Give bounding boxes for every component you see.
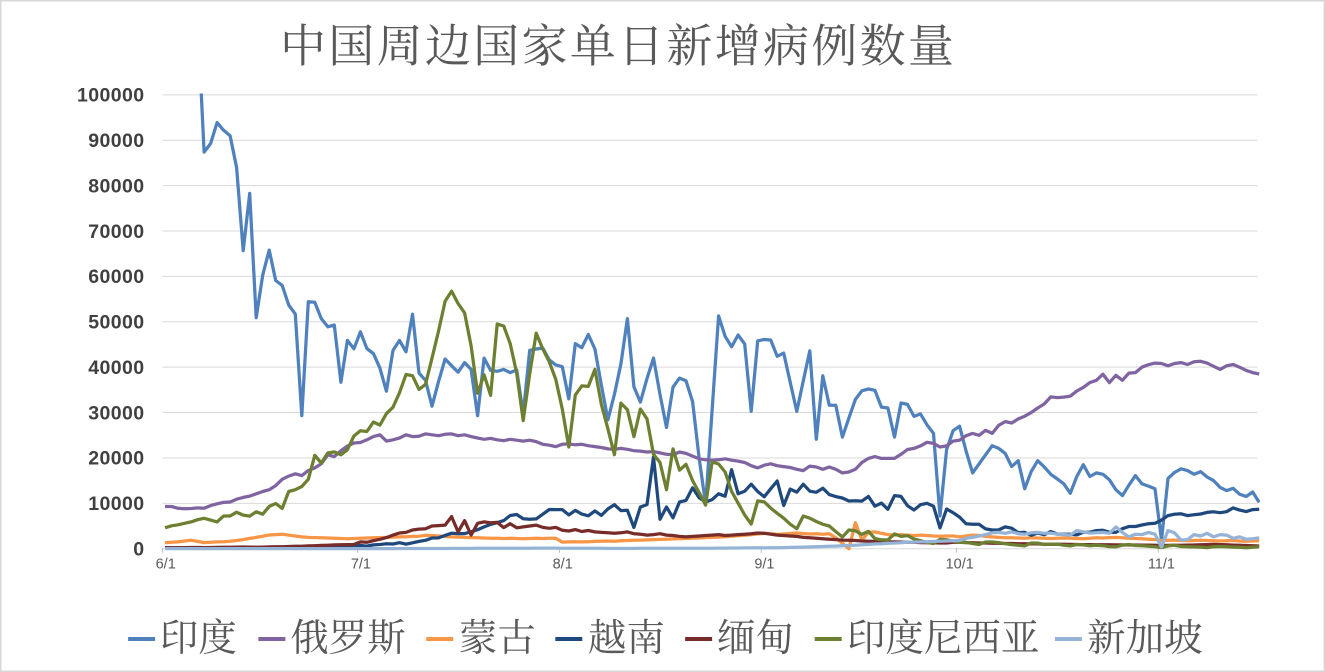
svg-text:0: 0 bbox=[133, 539, 144, 561]
svg-text:7/1: 7/1 bbox=[351, 557, 371, 573]
svg-text:100000: 100000 bbox=[77, 85, 144, 107]
svg-text:11/1: 11/1 bbox=[1148, 557, 1175, 573]
svg-text:8/1: 8/1 bbox=[553, 557, 573, 573]
svg-text:10000: 10000 bbox=[88, 493, 144, 515]
svg-text:30000: 30000 bbox=[88, 402, 144, 424]
svg-text:6/1: 6/1 bbox=[156, 557, 176, 573]
svg-text:70000: 70000 bbox=[88, 221, 144, 243]
svg-text:60000: 60000 bbox=[88, 266, 144, 288]
svg-text:10/1: 10/1 bbox=[946, 557, 974, 573]
svg-text:20000: 20000 bbox=[88, 448, 144, 470]
svg-text:90000: 90000 bbox=[88, 130, 144, 152]
svg-text:80000: 80000 bbox=[88, 176, 144, 198]
svg-text:50000: 50000 bbox=[88, 312, 144, 334]
svg-text:9/1: 9/1 bbox=[754, 557, 774, 573]
svg-text:40000: 40000 bbox=[88, 357, 144, 379]
